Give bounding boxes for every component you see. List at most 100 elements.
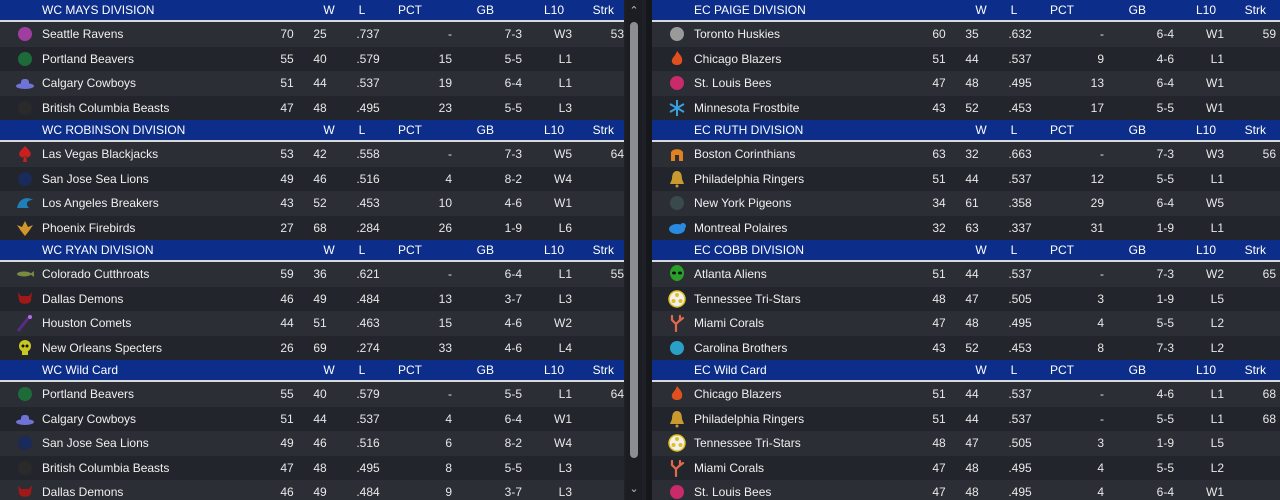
column-header-l10[interactable]: L10 [543,363,564,377]
team-row[interactable]: Toronto Huskies 60 35 .632 - 6-4 W1 59 [652,22,1280,47]
scroll-up-icon[interactable]: ⌃ [629,5,639,17]
team-name[interactable]: Phoenix Firebirds [42,220,136,235]
team-row[interactable]: Chicago Blazers 51 44 .537 - 4-6 L1 68 [652,382,1280,407]
column-header-pct[interactable]: PCT [398,123,422,137]
team-row[interactable]: Miami Corals 47 48 .495 4 5-5 L2 [652,455,1280,480]
team-row[interactable]: Tennessee Tri-Stars 48 47 .505 3 1-9 L5 [652,286,1280,311]
scroll-thumb[interactable] [630,22,638,458]
column-header-pct[interactable]: PCT [1050,123,1074,137]
column-header-l10[interactable]: L10 [1195,123,1216,137]
team-name[interactable]: British Columbia Beasts [42,460,170,475]
team-row[interactable]: Chicago Blazers 51 44 .537 9 4-6 L1 [652,46,1280,71]
team-row[interactable]: British Columbia Beasts 47 48 .495 23 5-5 L3 [0,95,624,120]
team-name[interactable]: St. Louis Bees [694,76,772,90]
team-row[interactable]: Boston Corinthians 63 32 .663 - 7-3 W3 56 [652,142,1280,167]
column-header-w[interactable]: W [323,3,335,17]
column-header-w[interactable]: W [975,3,987,17]
team-row[interactable]: Minnesota Frostbite 43 52 .453 17 5-5 W1 [652,95,1280,120]
team-row[interactable]: Portland Beavers 55 40 .579 15 5-5 L1 [0,46,624,71]
column-header-mag[interactable]: Mag# [1266,360,1280,380]
team-row[interactable]: British Columbia Beasts 47 48 .495 8 5-5 L3 [0,455,624,480]
team-name[interactable]: San Jose Sea Lions [42,171,149,186]
team-row[interactable]: Calgary Cowboys 51 44 .537 4 6-4 W1 [0,406,624,431]
team-name[interactable]: Los Angeles Breakers [42,196,159,210]
column-header-w[interactable]: W [975,243,987,257]
column-header-l[interactable]: L [358,243,366,257]
team-row[interactable]: Carolina Brothers 43 52 .453 8 7-3 L2 [652,335,1280,360]
column-header-strk[interactable]: Strk [592,363,614,377]
team-name[interactable]: San Jose Sea Lions [42,436,149,450]
column-header-w[interactable]: W [975,363,987,377]
column-header-l10[interactable]: L10 [543,3,564,17]
team-row[interactable]: Dallas Demons 46 49 .484 9 3-7 L3 [0,480,624,500]
team-name[interactable]: Calgary Cowboys [42,411,137,426]
team-name[interactable]: Atlanta Aliens [694,267,767,281]
column-header-mag[interactable]: Mag# [1266,120,1280,140]
column-header-w[interactable]: W [323,363,335,377]
team-row[interactable]: New York Pigeons 34 61 .358 29 6-4 W5 [652,191,1280,216]
column-header-pct[interactable]: PCT [398,243,422,257]
column-header-strk[interactable]: Strk [592,123,614,137]
column-header-l10[interactable]: L10 [1195,363,1216,377]
team-name[interactable]: Montreal Polaires [694,220,788,235]
column-header-pct[interactable]: PCT [1050,243,1074,257]
team-name[interactable]: Chicago Blazers [694,387,782,401]
column-header-l10[interactable]: L10 [1195,243,1216,257]
scroll-down-icon[interactable]: ⌄ [629,483,639,495]
column-header-strk[interactable]: Strk [592,3,614,17]
column-header-strk[interactable]: Strk [1244,243,1266,257]
column-header-mag[interactable]: Mag# [614,240,624,260]
team-name[interactable]: Boston Corinthians [694,147,796,161]
team-row[interactable]: Miami Corals 47 48 .495 4 5-5 L2 [652,311,1280,336]
column-header-gb[interactable]: GB [476,243,494,257]
column-header-pct[interactable]: PCT [398,3,422,17]
team-name[interactable]: Tennessee Tri-Stars [694,436,801,450]
team-name[interactable]: Minnesota Frostbite [694,100,800,115]
column-header-l[interactable]: L [1010,3,1018,17]
team-row[interactable]: St. Louis Bees 47 48 .495 13 6-4 W1 [652,71,1280,96]
column-header-strk[interactable]: Strk [1244,3,1266,17]
team-name[interactable]: New York Pigeons [694,196,792,210]
team-row[interactable]: Atlanta Aliens 51 44 .537 - 7-3 W2 65 [652,262,1280,287]
team-row[interactable]: Seattle Ravens 70 25 .737 - 7-3 W3 53 [0,22,624,47]
team-name[interactable]: Philadelphia Ringers [694,171,805,186]
column-header-gb[interactable]: GB [1128,243,1146,257]
column-header-l[interactable]: L [1010,363,1018,377]
team-row[interactable]: Philadelphia Ringers 51 44 .537 - 5-5 L1 68 [652,406,1280,431]
column-header-strk[interactable]: Strk [1244,363,1266,377]
column-header-gb[interactable]: GB [476,123,494,137]
team-name[interactable]: Philadelphia Ringers [694,411,805,426]
team-row[interactable]: Portland Beavers 55 40 .579 - 5-5 L1 64 [0,382,624,407]
team-name[interactable]: Houston Comets [42,316,132,330]
team-name[interactable]: Portland Beavers [42,51,135,66]
team-row[interactable]: Las Vegas Blackjacks 53 42 .558 - 7-3 W5 64 [0,142,624,167]
column-header-l10[interactable]: L10 [543,123,564,137]
team-name[interactable]: Carolina Brothers [694,340,788,355]
column-header-mag[interactable]: Mag# [1266,240,1280,260]
column-header-pct[interactable]: PCT [1050,363,1074,377]
team-name[interactable]: Chicago Blazers [694,51,782,66]
team-row[interactable]: Los Angeles Breakers 43 52 .453 10 4-6 W1 [0,191,624,216]
team-name[interactable]: Miami Corals [694,316,765,330]
column-header-mag[interactable]: Mag# [1266,0,1280,20]
column-header-gb[interactable]: GB [1128,123,1146,137]
team-row[interactable]: Phoenix Firebirds 27 68 .284 26 1-9 L6 [0,215,624,240]
team-row[interactable]: San Jose Sea Lions 49 46 .516 4 8-2 W4 [0,166,624,191]
column-header-l[interactable]: L [358,363,366,377]
team-row[interactable]: St. Louis Bees 47 48 .495 4 6-4 W1 [652,480,1280,500]
team-name[interactable]: Portland Beavers [42,387,135,401]
column-header-w[interactable]: W [323,123,335,137]
team-row[interactable]: Montreal Polaires 32 63 .337 31 1-9 L1 [652,215,1280,240]
team-row[interactable]: Philadelphia Ringers 51 44 .537 12 5-5 L1 [652,166,1280,191]
team-name[interactable]: Las Vegas Blackjacks [42,147,159,161]
column-header-w[interactable]: W [323,243,335,257]
column-header-mag[interactable]: Mag# [614,120,624,140]
scrollbar[interactable]: ⌃ ⌄ [626,0,642,500]
team-name[interactable]: Dallas Demons [42,485,124,499]
column-header-gb[interactable]: GB [1128,363,1146,377]
team-name[interactable]: New Orleans Specters [42,340,163,355]
column-header-gb[interactable]: GB [476,3,494,17]
column-header-l10[interactable]: L10 [543,243,564,257]
column-header-l[interactable]: L [1010,243,1018,257]
team-row[interactable]: Dallas Demons 46 49 .484 13 3-7 L3 [0,286,624,311]
